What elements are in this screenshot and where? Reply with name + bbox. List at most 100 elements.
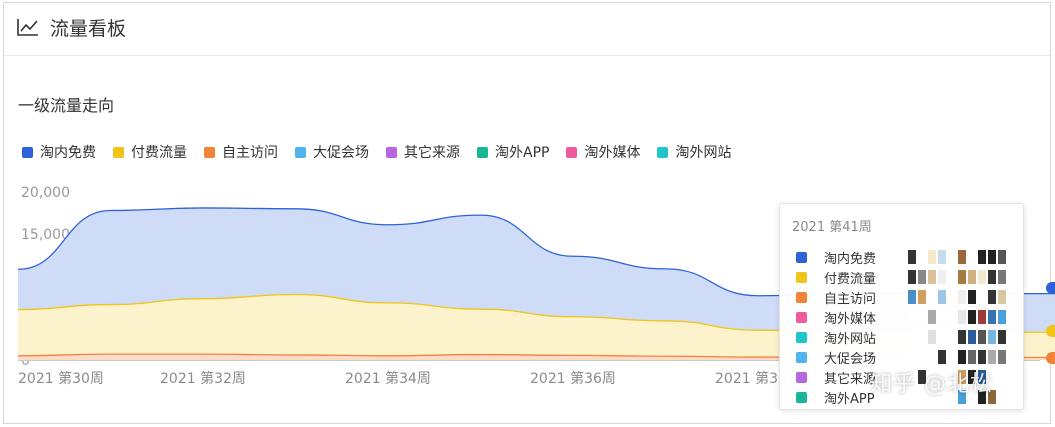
tooltip-value-obscured [908, 390, 1016, 404]
line-chart-icon [17, 19, 38, 36]
legend-item[interactable]: 其它来源 [386, 142, 460, 162]
pixelated-block [988, 310, 996, 324]
pixelated-block [908, 330, 916, 344]
tooltip-swatch [796, 291, 807, 303]
tooltip-swatch [796, 371, 807, 383]
legend-label: 淘外媒体 [584, 145, 641, 161]
pixelated-block [978, 310, 986, 324]
section-title: 一级流量走向 [18, 96, 115, 115]
tooltip-row: 淘外媒体 [796, 307, 876, 327]
pixelated-block [998, 290, 1006, 304]
pixelated-block [938, 350, 946, 364]
legend-swatch [657, 146, 669, 158]
legend-swatch [113, 146, 124, 158]
pixelated-block [908, 250, 916, 264]
legend-item[interactable]: 淘外APP [477, 142, 549, 162]
pixelated-block [998, 330, 1006, 344]
legend-item[interactable]: 淘外媒体 [566, 142, 640, 162]
pixelated-block [968, 290, 976, 304]
pixelated-block [948, 390, 956, 404]
pixelated-block [928, 270, 936, 284]
legend-swatch [477, 146, 488, 158]
tooltip-label: 其它来源 [824, 371, 877, 387]
legend-item[interactable]: 付费流量 [113, 142, 187, 162]
series-marker-paid [1046, 325, 1055, 337]
legend-item[interactable]: 大促会场 [295, 142, 369, 162]
pixelated-block [978, 350, 986, 364]
pixelated-block [978, 250, 986, 264]
legend-swatch [204, 146, 215, 158]
legend-swatch [566, 146, 578, 158]
watermark: 知乎 @北松 [870, 372, 993, 397]
pixelated-block [928, 370, 936, 384]
pixelated-block [908, 390, 916, 404]
legend-item[interactable]: 淘内免费 [22, 142, 96, 162]
pixelated-block [948, 330, 956, 344]
pixelated-block [938, 310, 946, 324]
legend-item[interactable]: 自主访问 [204, 142, 278, 162]
tooltip-label: 自主访问 [824, 291, 877, 307]
pixelated-block [988, 270, 996, 284]
tooltip-swatch [796, 311, 807, 323]
tooltip-row: 付费流量 [796, 267, 876, 287]
tooltip-value-obscured [908, 350, 1016, 364]
pixelated-block [998, 350, 1006, 364]
x-tick-label: 2021 第36周 [530, 370, 616, 387]
pixelated-block [988, 390, 996, 404]
pixelated-block [918, 370, 926, 384]
tooltip-row: 淘外APP [796, 387, 875, 407]
page-title: 流量看板 [50, 18, 127, 40]
chart-tooltip: 2021 第41周 淘内免费 付费流量 自主访问 淘外媒体 淘外网站 大促会场 其它来源 淘外… [779, 203, 1024, 410]
pixelated-block [958, 370, 966, 384]
pixelated-block [998, 310, 1006, 324]
tooltip-row: 淘外网站 [796, 327, 876, 347]
legend-label: 其它来源 [404, 145, 460, 161]
pixelated-block [978, 290, 986, 304]
tooltip-swatch [796, 331, 807, 343]
pixelated-block [998, 250, 1006, 264]
series-marker-direct [1046, 352, 1055, 364]
tooltip-swatch [796, 251, 807, 263]
pixelated-block [958, 390, 966, 404]
pixelated-block [998, 270, 1006, 284]
pixelated-block [908, 370, 916, 384]
pixelated-block [958, 310, 966, 324]
tooltip-value-obscured [908, 270, 1016, 284]
pixelated-block [958, 350, 966, 364]
pixelated-block [938, 390, 946, 404]
pixelated-block [978, 370, 986, 384]
x-tick-label: 2021 第34周 [345, 370, 431, 387]
pixelated-block [938, 290, 946, 304]
pixelated-block [988, 250, 996, 264]
pixelated-block [968, 390, 976, 404]
pixelated-block [948, 290, 956, 304]
legend-label: 付费流量 [131, 145, 187, 161]
tooltip-label: 大促会场 [824, 351, 877, 367]
tooltip-swatch [796, 351, 807, 363]
pixelated-block [928, 290, 936, 304]
pixelated-block [918, 350, 926, 364]
pixelated-block [968, 350, 976, 364]
pixelated-block [958, 270, 966, 284]
x-tick-label: 2021 第32周 [160, 370, 246, 387]
pixelated-block [988, 350, 996, 364]
legend-label: 淘外网站 [675, 145, 732, 161]
pixelated-block [948, 370, 956, 384]
tooltip-value-obscured [908, 370, 1016, 384]
tooltip-row: 其它来源 [796, 367, 876, 387]
pixelated-block [988, 330, 996, 344]
pixelated-block [958, 250, 966, 264]
legend-item[interactable]: 淘外网站 [657, 142, 731, 162]
pixelated-block [908, 310, 916, 324]
pixelated-block [918, 250, 926, 264]
pixelated-block [938, 330, 946, 344]
pixelated-block [938, 270, 946, 284]
pixelated-block [948, 250, 956, 264]
pixelated-block [908, 270, 916, 284]
legend-label: 自主访问 [222, 145, 278, 161]
tooltip-row: 自主访问 [796, 287, 876, 307]
pixelated-block [978, 270, 986, 284]
legend-label: 淘内免费 [40, 145, 96, 161]
legend-swatch [386, 146, 397, 158]
pixelated-block [978, 330, 986, 344]
